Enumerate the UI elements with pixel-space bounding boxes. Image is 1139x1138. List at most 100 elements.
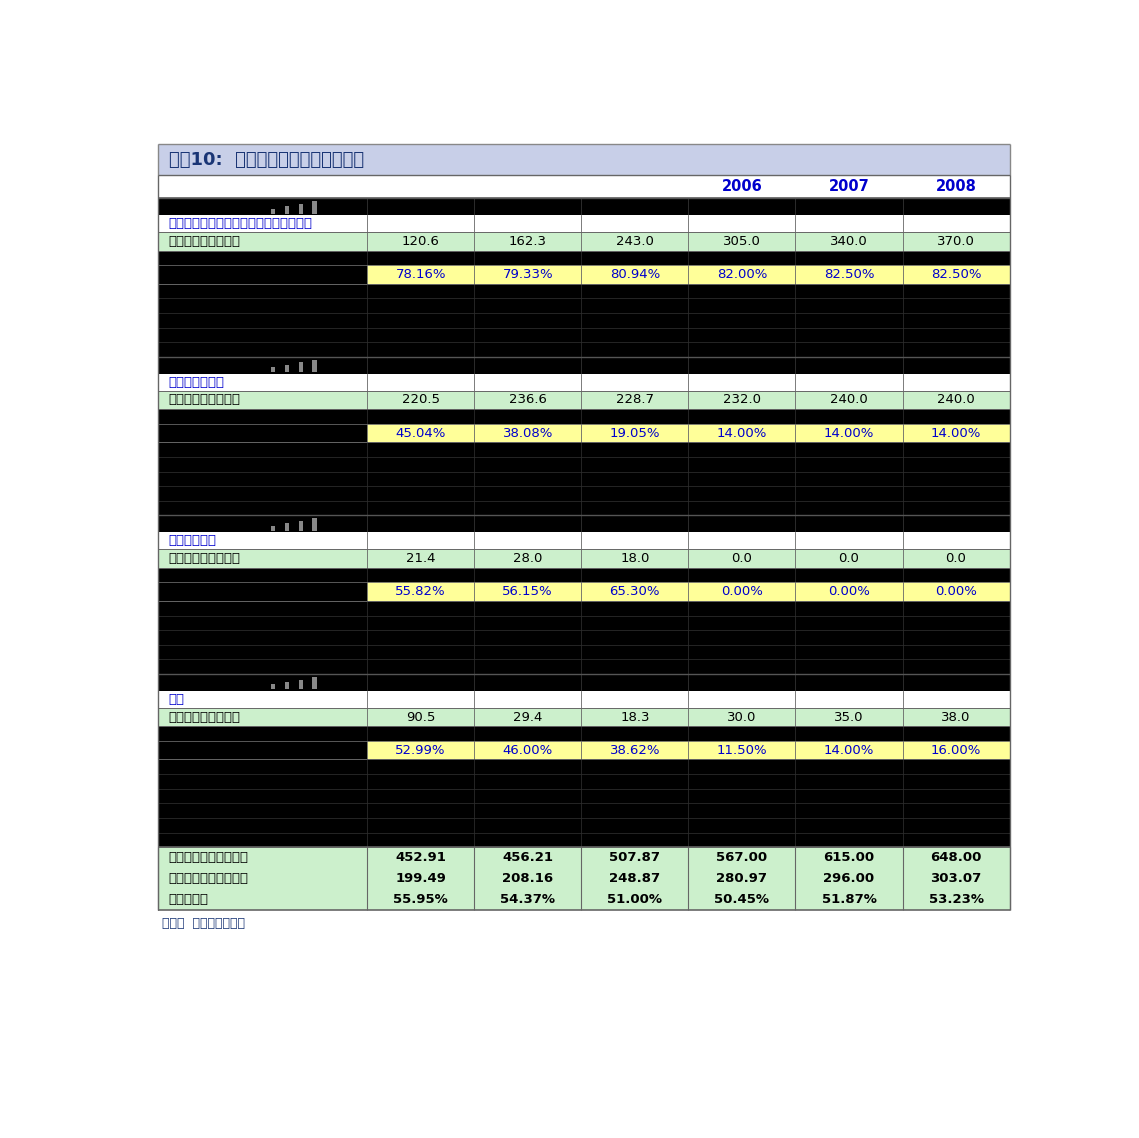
Text: 45.04%: 45.04% xyxy=(395,427,445,439)
Text: 162.3: 162.3 xyxy=(509,234,547,248)
Text: 0.0: 0.0 xyxy=(945,552,967,566)
Text: 35.0: 35.0 xyxy=(834,710,863,724)
Text: 2008: 2008 xyxy=(935,179,976,195)
Bar xyxy=(158,759,1009,774)
Bar xyxy=(285,523,289,530)
Text: 305.0: 305.0 xyxy=(723,234,761,248)
Text: 79.33%: 79.33% xyxy=(502,267,554,281)
Text: 232.0: 232.0 xyxy=(723,394,761,406)
Text: 销售收入（百万元）: 销售收入（百万元） xyxy=(169,710,240,724)
Bar xyxy=(158,175,1009,198)
Text: 0.00%: 0.00% xyxy=(828,585,870,599)
Bar xyxy=(271,526,276,530)
Text: 销售收入（百万元）: 销售收入（百万元） xyxy=(169,394,240,406)
Bar xyxy=(158,410,1009,423)
Bar xyxy=(312,201,317,214)
Text: 90.5: 90.5 xyxy=(405,710,435,724)
Bar xyxy=(158,486,1009,501)
Bar xyxy=(367,741,1009,759)
Text: 28.0: 28.0 xyxy=(513,552,542,566)
Bar xyxy=(158,818,1009,833)
Text: 销售总收入（百万元）: 销售总收入（百万元） xyxy=(169,851,248,864)
Text: 0.0: 0.0 xyxy=(731,552,753,566)
Text: 11.50%: 11.50% xyxy=(716,744,768,757)
Bar xyxy=(298,204,303,214)
Text: 14.00%: 14.00% xyxy=(716,427,767,439)
Text: 联邦止咳露（复方福尔可待因口服溶液）: 联邦止咳露（复方福尔可待因口服溶液） xyxy=(169,217,313,230)
Bar xyxy=(158,456,1009,471)
Bar xyxy=(158,726,1009,741)
Text: 54.37%: 54.37% xyxy=(500,892,555,906)
Text: 228.7: 228.7 xyxy=(616,394,654,406)
Bar xyxy=(158,848,1009,909)
Bar xyxy=(367,265,1009,283)
Bar xyxy=(158,674,1009,691)
Text: 头孢类系列产品: 头孢类系列产品 xyxy=(169,376,224,389)
Bar xyxy=(158,533,1009,550)
Bar xyxy=(158,471,1009,486)
Bar xyxy=(158,833,1009,848)
Bar xyxy=(158,198,1009,215)
Text: 38.0: 38.0 xyxy=(941,710,970,724)
Bar xyxy=(312,519,317,530)
Text: 0.00%: 0.00% xyxy=(721,585,763,599)
Text: 615.00: 615.00 xyxy=(823,851,875,864)
Bar xyxy=(367,423,1009,443)
Text: 来源：  国金证券研究所: 来源： 国金证券研究所 xyxy=(162,917,245,930)
Bar xyxy=(158,390,1009,410)
Text: 303.07: 303.07 xyxy=(931,872,982,885)
Text: 19.05%: 19.05% xyxy=(609,427,661,439)
Text: 507.87: 507.87 xyxy=(609,851,661,864)
Text: 208.16: 208.16 xyxy=(502,872,554,885)
Bar xyxy=(271,368,276,372)
Text: 220.5: 220.5 xyxy=(402,394,440,406)
Text: 280.97: 280.97 xyxy=(716,872,768,885)
Bar xyxy=(158,741,367,759)
Text: 14.00%: 14.00% xyxy=(823,744,874,757)
Text: 240.0: 240.0 xyxy=(830,394,868,406)
Text: 240.0: 240.0 xyxy=(937,394,975,406)
Text: 18.3: 18.3 xyxy=(620,710,649,724)
Bar xyxy=(285,365,289,372)
Text: 55.82%: 55.82% xyxy=(395,585,446,599)
Text: 51.87%: 51.87% xyxy=(821,892,876,906)
Text: 82.00%: 82.00% xyxy=(716,267,767,281)
Text: 56.15%: 56.15% xyxy=(502,585,554,599)
Bar xyxy=(158,616,1009,630)
Bar xyxy=(271,208,276,214)
Bar xyxy=(158,423,367,443)
Text: 18.0: 18.0 xyxy=(620,552,649,566)
Text: 82.50%: 82.50% xyxy=(823,267,875,281)
Text: 销售收入（百万元）: 销售收入（百万元） xyxy=(169,552,240,566)
Bar xyxy=(158,298,1009,313)
Text: 销售总成本（百万元）: 销售总成本（百万元） xyxy=(169,872,248,885)
Bar xyxy=(158,803,1009,818)
Bar xyxy=(158,550,1009,568)
Text: 55.95%: 55.95% xyxy=(393,892,448,906)
Bar xyxy=(158,708,1009,726)
Text: 199.49: 199.49 xyxy=(395,872,446,885)
Bar xyxy=(367,583,1009,601)
Bar xyxy=(158,659,1009,674)
Bar xyxy=(158,215,1009,232)
Bar xyxy=(158,583,367,601)
Text: 53.23%: 53.23% xyxy=(928,892,984,906)
Bar xyxy=(158,774,1009,789)
Text: 图表10:  医药工业主营产品盈利预测: 图表10: 医药工业主营产品盈利预测 xyxy=(169,150,363,168)
Bar xyxy=(312,677,317,690)
Text: 38.08%: 38.08% xyxy=(502,427,552,439)
Text: 0.0: 0.0 xyxy=(838,552,860,566)
Bar xyxy=(158,265,367,283)
Text: 236.6: 236.6 xyxy=(509,394,547,406)
Bar xyxy=(158,328,1009,343)
Bar xyxy=(158,373,1009,390)
Bar xyxy=(285,206,289,214)
Text: 243.0: 243.0 xyxy=(616,234,654,248)
Bar xyxy=(158,343,1009,357)
Text: 296.00: 296.00 xyxy=(823,872,875,885)
Text: 2007: 2007 xyxy=(828,179,869,195)
Text: 38.62%: 38.62% xyxy=(609,744,661,757)
Bar xyxy=(158,630,1009,645)
Text: 340.0: 340.0 xyxy=(830,234,868,248)
Text: 21.4: 21.4 xyxy=(405,552,435,566)
